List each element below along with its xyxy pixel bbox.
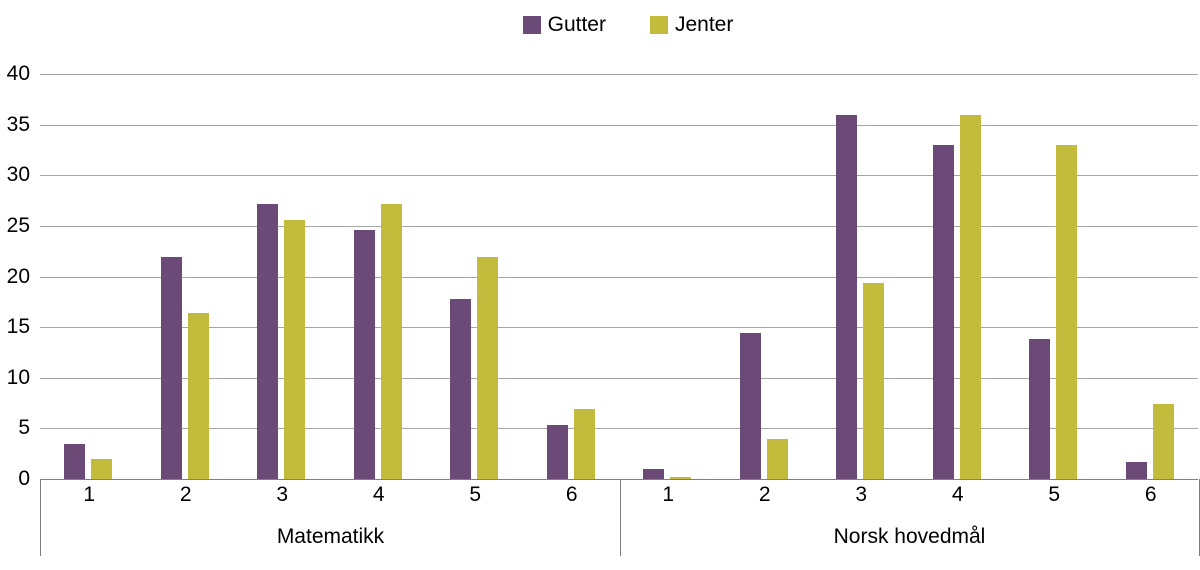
gridline <box>40 277 1198 278</box>
category-group: 1 2 3 4 5 6 <box>41 479 620 511</box>
gridline <box>40 226 1198 227</box>
bar-gutter-4 <box>932 144 954 479</box>
x-tick-label: 5 <box>469 483 482 506</box>
y-tick-label: 40 <box>6 62 30 85</box>
legend-swatch-icon <box>649 15 668 34</box>
bar-jenter-1 <box>91 458 113 479</box>
bar-gutter-1 <box>643 468 665 479</box>
bar-slot-4 <box>909 74 1006 479</box>
category-label-row: 1 2 3 4 5 6 1 2 3 4 5 6 <box>41 479 1199 511</box>
bar-slot-6 <box>523 74 620 479</box>
y-tick-label: 0 <box>18 467 30 490</box>
bar-jenter-1 <box>670 476 692 479</box>
legend-swatch-icon <box>522 15 541 34</box>
bar-jenter-6 <box>1152 404 1174 479</box>
bar-gutter-5 <box>1029 339 1051 479</box>
bar-jenter-5 <box>1056 144 1078 479</box>
x-tick-label: 6 <box>1144 483 1157 506</box>
gridline <box>40 327 1198 328</box>
bar-slot-2 <box>716 74 813 479</box>
bar-slot-3 <box>233 74 330 479</box>
x-tick-label: 2 <box>758 483 771 506</box>
bar-slot-4 <box>330 74 427 479</box>
bar-jenter-2 <box>187 312 209 479</box>
bar-gutter-4 <box>353 229 375 479</box>
x-tick-label: 1 <box>83 483 96 506</box>
gridline <box>40 74 1198 75</box>
y-tick-label: 30 <box>6 163 30 187</box>
group-label-norsk-hovedmål: Norsk hovedmål <box>833 524 986 548</box>
x-tick-label: 3 <box>855 483 868 506</box>
x-tick-label: 3 <box>276 483 289 506</box>
bar-gutter-3 <box>257 203 279 479</box>
y-tick-label: 5 <box>18 416 30 440</box>
group-label-row: Matematikk Norsk hovedmål <box>41 511 1199 556</box>
bar-group-norsk-hovedmål <box>619 74 1198 479</box>
bar-jenter-5 <box>477 257 499 479</box>
category-group: 1 2 3 4 5 6 <box>620 479 1199 511</box>
y-tick-label: 15 <box>6 315 30 339</box>
plot-area <box>40 74 1198 480</box>
legend-item-jenter: Jenter <box>649 13 734 36</box>
bar-gutter-3 <box>836 114 858 479</box>
bar-gutter-2 <box>160 257 182 479</box>
x-tick-label: 6 <box>565 483 578 506</box>
x-tick-label: 5 <box>1048 483 1061 506</box>
chart-legend: Gutter Jenter <box>28 14 1200 35</box>
y-tick-label: 10 <box>6 365 30 389</box>
bar-slot-1 <box>619 74 716 479</box>
bar-jenter-2 <box>766 438 788 479</box>
bar-slot-6 <box>1102 74 1199 479</box>
bars-layer <box>40 74 1198 479</box>
gridline <box>40 175 1198 176</box>
bar-jenter-3 <box>863 282 885 479</box>
legend-label: Gutter <box>547 13 606 36</box>
y-tick-label: 20 <box>6 264 30 288</box>
y-axis-labels: 0 5 10 15 20 25 30 35 40 <box>0 62 32 490</box>
bar-group-matematikk <box>40 74 619 479</box>
x-axis: 1 2 3 4 5 6 1 2 3 4 5 6 Matematikk Norsk hovedmål <box>40 479 1200 556</box>
x-tick-label: 4 <box>951 483 964 506</box>
bar-gutter-2 <box>739 333 761 479</box>
x-tick-label: 1 <box>662 483 675 506</box>
bar-slot-1 <box>40 74 137 479</box>
x-tick-label: 4 <box>372 483 385 506</box>
y-tick-label: 25 <box>6 213 30 237</box>
bar-slot-2 <box>137 74 234 479</box>
legend-item-gutter: Gutter <box>522 13 606 36</box>
gridline <box>40 378 1198 379</box>
bar-gutter-5 <box>450 298 472 479</box>
bar-slot-5 <box>426 74 523 479</box>
y-tick-label: 35 <box>6 112 30 136</box>
legend-label: Jenter <box>674 13 734 36</box>
bar-gutter-1 <box>64 443 86 479</box>
bar-jenter-4 <box>380 203 402 479</box>
bar-gutter-6 <box>1125 461 1147 479</box>
bar-jenter-4 <box>959 114 981 479</box>
group-label-matematikk: Matematikk <box>276 524 385 548</box>
bar-jenter-6 <box>573 409 595 479</box>
x-tick-label: 2 <box>179 483 192 506</box>
bar-slot-3 <box>812 74 909 479</box>
bar-slot-5 <box>1005 74 1102 479</box>
bar-gutter-6 <box>546 425 568 479</box>
bar-jenter-3 <box>284 219 306 479</box>
gridline <box>40 428 1198 429</box>
gridline <box>40 125 1198 126</box>
group-divider-line <box>620 479 621 556</box>
